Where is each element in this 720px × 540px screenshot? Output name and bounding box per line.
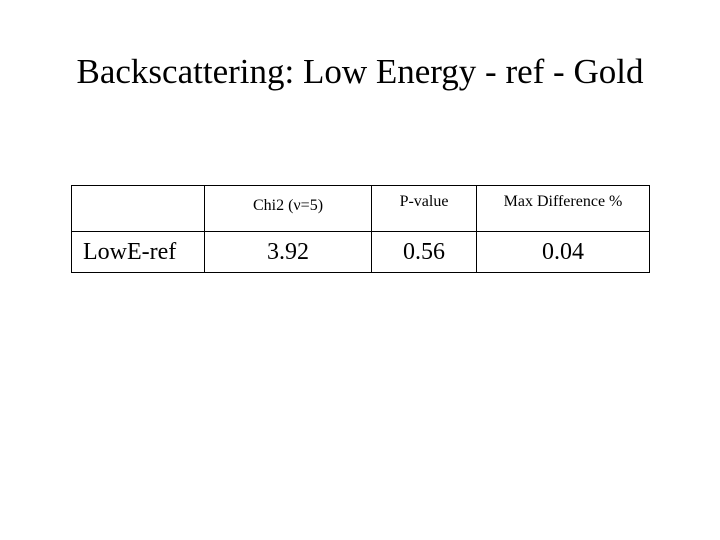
slide-title: Backscattering: Low Energy - ref - Gold xyxy=(76,52,644,91)
header-cell-chi2: Chi2 (ν=5) xyxy=(204,185,372,232)
cell-p-value: 0.56 xyxy=(371,231,477,273)
cell-max-difference: 0.04 xyxy=(476,231,650,273)
results-table: Chi2 (ν=5) P-value Max Difference % LowE… xyxy=(71,185,650,273)
header-cell-max-difference: Max Difference % xyxy=(476,185,650,232)
table-row: LowE-ref 3.92 0.56 0.04 xyxy=(71,231,650,273)
cell-chi2-value: 3.92 xyxy=(204,231,372,273)
header-cell-empty xyxy=(71,185,205,232)
header-cell-p-value: P-value xyxy=(371,185,477,232)
table-header-row: Chi2 (ν=5) P-value Max Difference % xyxy=(71,185,650,232)
row-label: LowE-ref xyxy=(71,231,205,273)
